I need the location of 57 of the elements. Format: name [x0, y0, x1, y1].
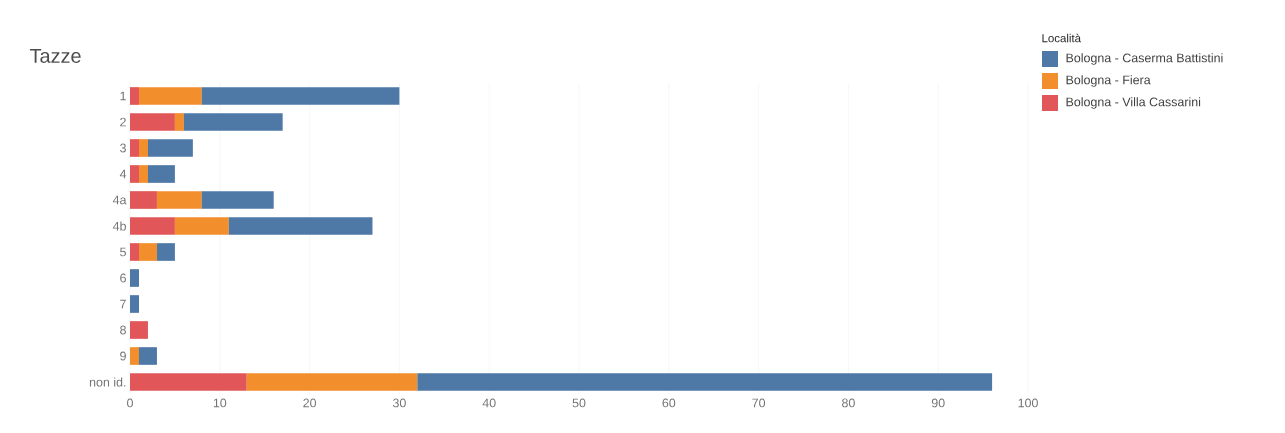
y-tick-label: 3 — [120, 143, 126, 153]
bar — [417, 373, 993, 391]
bar — [147, 139, 193, 157]
bar — [174, 113, 184, 131]
x-tick-label: 90 — [931, 398, 945, 408]
bar — [138, 87, 202, 105]
bar — [130, 191, 157, 209]
bar — [130, 113, 175, 131]
bar — [130, 139, 139, 157]
bar — [130, 243, 139, 261]
bar — [201, 191, 274, 209]
y-tick-label: 8 — [120, 325, 126, 335]
chart-title: Tazze — [29, 49, 81, 63]
bar — [138, 243, 157, 261]
y-tick-label: 6 — [120, 273, 126, 283]
bar — [201, 87, 400, 105]
bar — [246, 373, 418, 391]
bar — [130, 295, 139, 313]
x-tick-label: 30 — [392, 398, 406, 408]
legend-label: Bologna - Fiera — [1066, 75, 1151, 87]
bar — [130, 165, 139, 183]
x-tick-label: 10 — [213, 398, 227, 408]
y-tick-label: 2 — [120, 117, 126, 127]
y-tick-label: non id. — [89, 377, 126, 387]
y-tick-label: 4b — [112, 221, 126, 231]
bar — [228, 217, 373, 235]
bar — [130, 269, 139, 287]
y-tick-label: 4 — [119, 169, 127, 179]
bar — [183, 113, 283, 131]
legend-label: Bologna - Villa Cassarini — [1066, 97, 1201, 109]
y-tick-label: 7 — [120, 299, 126, 309]
bar — [156, 191, 202, 209]
x-tick-label: 80 — [842, 398, 855, 408]
bar — [174, 217, 229, 235]
x-tick-label: 40 — [482, 398, 496, 408]
x-tick-label: 0 — [127, 398, 133, 408]
bar — [138, 165, 148, 183]
y-tick-label: 4a — [112, 195, 127, 205]
x-tick-label: 70 — [752, 398, 766, 408]
y-tick-label: 5 — [120, 247, 126, 257]
bar — [130, 87, 139, 105]
bar — [130, 217, 175, 235]
legend-title: Località — [1042, 33, 1082, 43]
bar — [147, 165, 175, 183]
x-tick-label: 20 — [303, 398, 317, 408]
bar — [130, 373, 247, 391]
x-tick-label: 60 — [662, 398, 676, 408]
x-tick-label: 100 — [1018, 398, 1038, 408]
legend-label: Bologna - Caserma Battistini — [1066, 53, 1223, 65]
y-tick-label: 1 — [120, 91, 126, 101]
bar — [156, 243, 175, 261]
x-tick-label: 50 — [572, 398, 586, 408]
bar — [138, 139, 148, 157]
bar — [130, 347, 139, 365]
bar — [138, 347, 157, 365]
bar — [130, 321, 148, 339]
y-tick-label: 9 — [120, 351, 126, 361]
